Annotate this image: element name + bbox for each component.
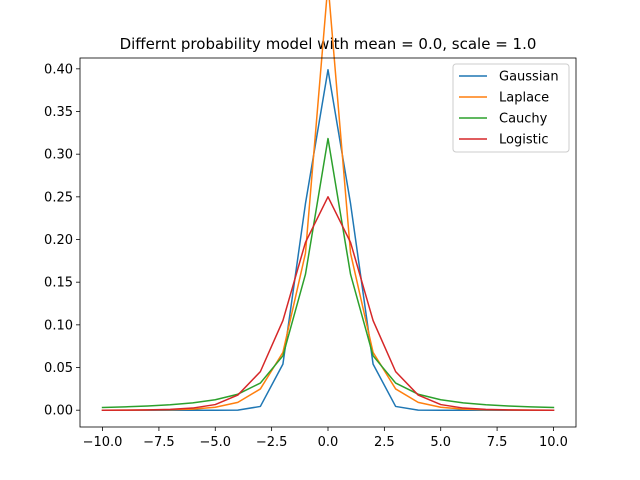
x-tick-label: −7.5 bbox=[143, 435, 175, 450]
legend-label-logistic: Logistic bbox=[499, 133, 548, 148]
x-tick-label: 5.0 bbox=[430, 435, 451, 450]
legend-label-gaussian: Gaussian bbox=[499, 70, 559, 85]
y-tick-label: 0.25 bbox=[44, 190, 73, 205]
chart-title: Differnt probability model with mean = 0… bbox=[120, 35, 537, 53]
x-tick-label: 0.0 bbox=[318, 435, 339, 450]
legend-frame bbox=[452, 63, 570, 153]
x-axis-ticks: −10.0 −7.5 −5.0 −2.5 0.0 2.5 5.0 7.5 10.0 bbox=[83, 427, 568, 450]
series-line-logistic bbox=[101, 196, 555, 411]
series-layer bbox=[101, 0, 555, 411]
y-tick-label: 0.20 bbox=[44, 233, 73, 248]
y-tick-label: 0.30 bbox=[44, 148, 73, 163]
y-axis-ticks: 0.00 0.05 0.10 0.15 0.20 0.25 0.30 0.35 0.40 bbox=[44, 62, 80, 419]
y-tick-label: 0.40 bbox=[44, 62, 73, 77]
x-tick-label: 10.0 bbox=[539, 435, 568, 450]
y-tick-label: 0.15 bbox=[44, 276, 73, 291]
legend-label-laplace: Laplace bbox=[499, 91, 549, 106]
y-tick-label: 0.05 bbox=[44, 361, 73, 376]
x-tick-label: −10.0 bbox=[83, 435, 123, 450]
y-tick-label: 0.35 bbox=[44, 105, 73, 120]
y-tick-label: 0.10 bbox=[44, 318, 73, 333]
series-line-cauchy bbox=[101, 137, 555, 409]
x-tick-label: −2.5 bbox=[256, 435, 288, 450]
x-tick-label: 7.5 bbox=[487, 435, 508, 450]
x-tick-label: −5.0 bbox=[199, 435, 231, 450]
legend-entries: Gaussian Laplace Cauchy Logistic bbox=[459, 70, 559, 148]
legend-label-cauchy: Cauchy bbox=[499, 112, 548, 127]
y-tick-label: 0.00 bbox=[44, 404, 73, 419]
x-tick-label: 2.5 bbox=[374, 435, 395, 450]
legend: Gaussian Laplace Cauchy Logistic bbox=[452, 63, 570, 153]
